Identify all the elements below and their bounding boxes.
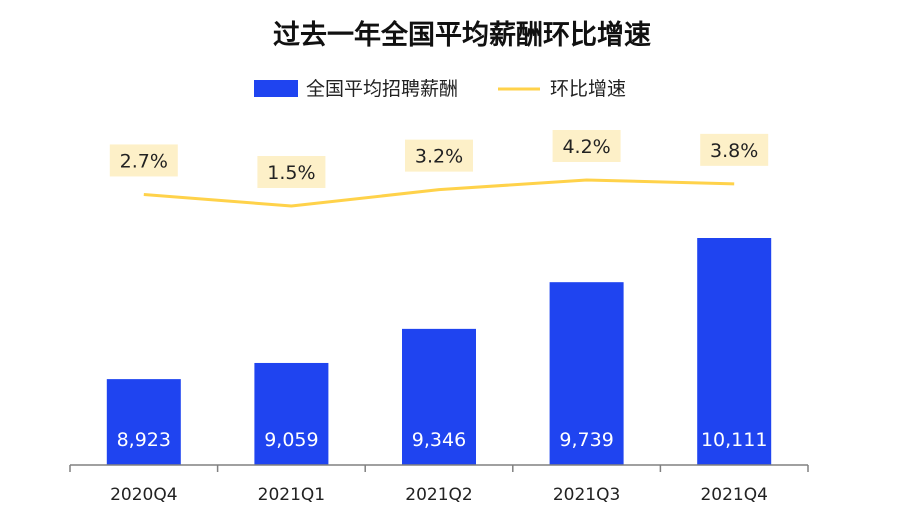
bar-value-label: 9,059 (264, 429, 318, 451)
line-value-label-bg (405, 139, 473, 172)
line-value-label: 3.8% (710, 140, 758, 162)
legend-label-line: 环比增速 (550, 78, 626, 100)
x-tick-label: 2021Q1 (258, 485, 325, 505)
bar (106, 379, 181, 465)
line-value-label-bg (109, 144, 178, 177)
line-value-label-bg (552, 130, 621, 162)
line-series (143, 178, 735, 208)
legend-label-bar: 全国平均招聘薪酬 (306, 78, 458, 100)
bar-value-label: 10,111 (701, 429, 767, 451)
x-tick-label: 2021Q4 (700, 485, 767, 505)
bar (254, 362, 329, 465)
bar (697, 238, 772, 465)
plot-area: 8,923 2020Q4 9,059 2021Q1 9,346 2021Q2 9,739 20… (69, 130, 809, 505)
line-value-label: 3.2% (415, 146, 463, 168)
legend-swatch-bar (254, 80, 298, 97)
x-tick-label: 2020Q4 (110, 485, 177, 505)
bar-value-label: 9,739 (559, 429, 613, 451)
line-value-label-bg (257, 156, 326, 188)
chart-title: 过去一年全国平均薪酬环比增速 (273, 19, 651, 51)
bar (402, 328, 476, 465)
line-value-label: 2.7% (120, 150, 168, 172)
line-value-label: 1.5% (267, 162, 315, 184)
bar-value-label: 9,346 (412, 429, 466, 451)
bar-value-label: 8,923 (117, 429, 171, 451)
bar (549, 282, 624, 465)
x-tick-label: 2021Q2 (405, 485, 472, 505)
legend: 全国平均招聘薪酬 环比增速 (254, 78, 626, 100)
x-tick-label: 2021Q3 (553, 485, 620, 505)
line-value-label-bg (700, 133, 769, 166)
line-value-label: 4.2% (562, 136, 610, 158)
